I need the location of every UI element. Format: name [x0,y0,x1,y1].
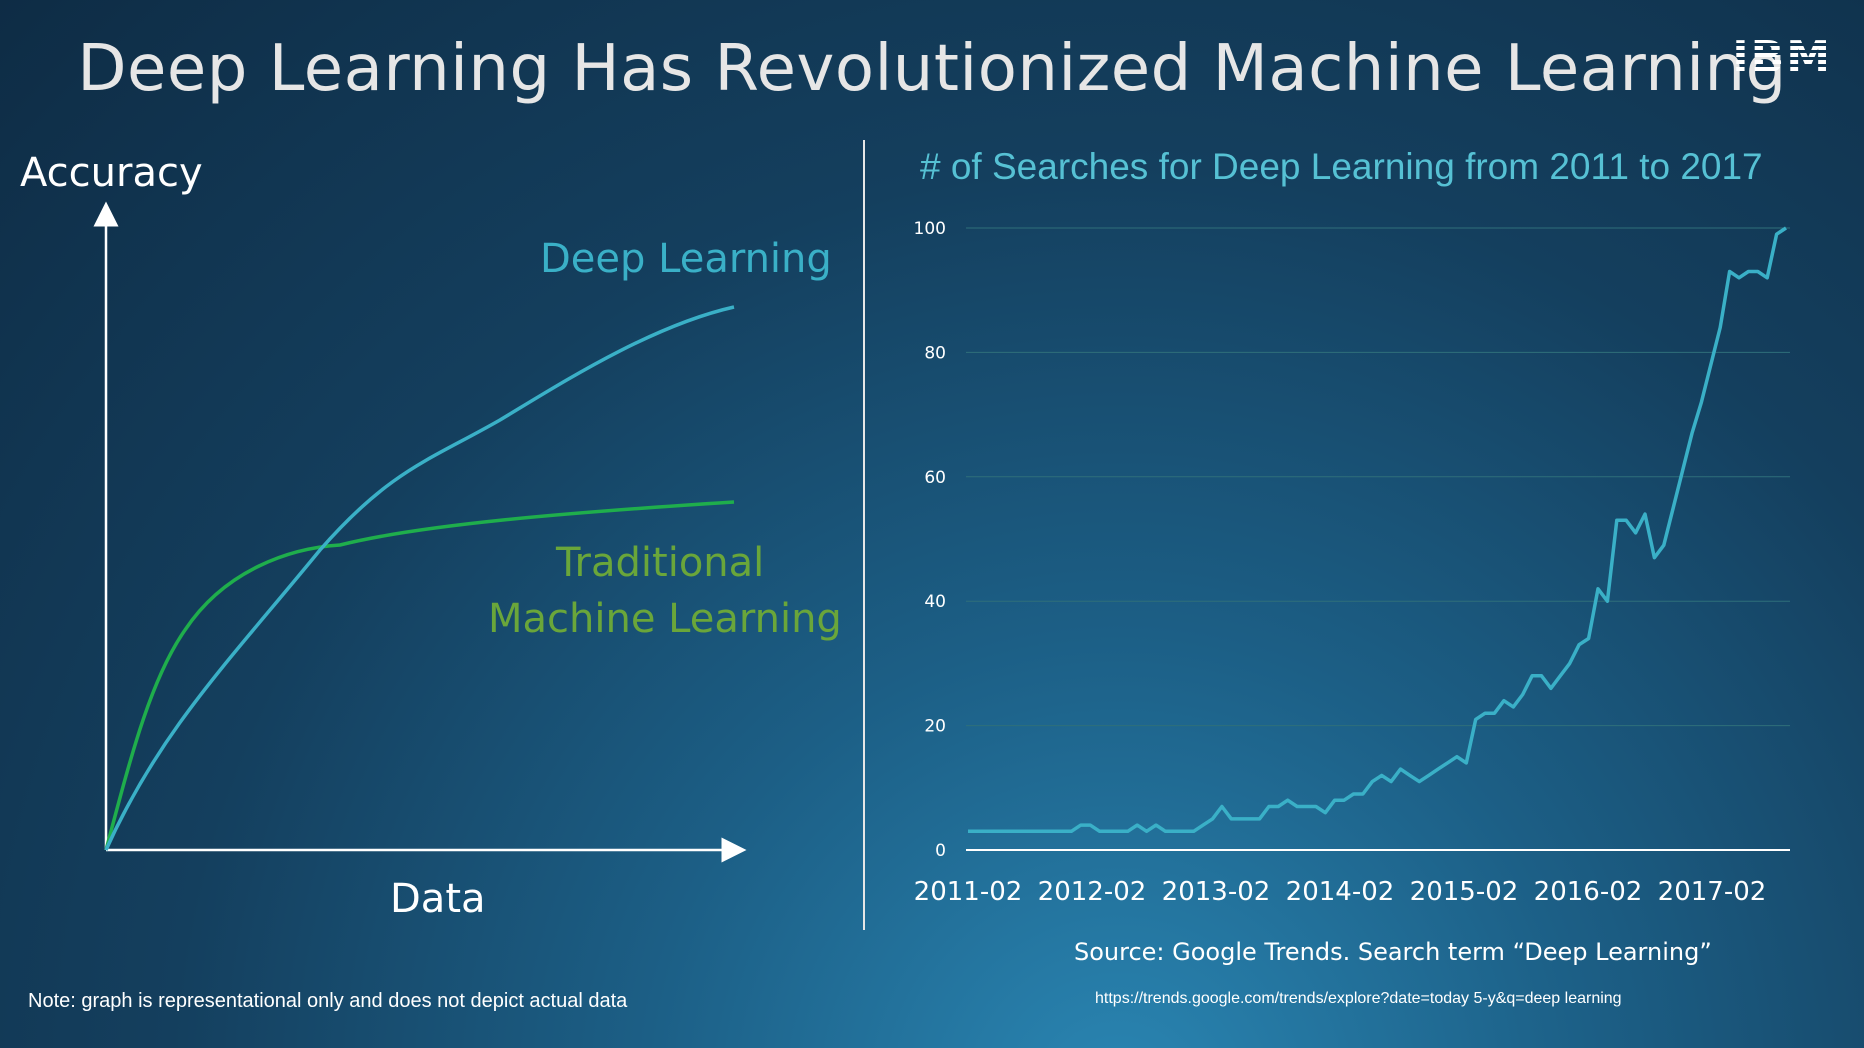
y-tick-label: 100 [914,219,946,239]
search-interest-line [968,226,1787,834]
slide-title: Deep Learning Has Revolutionized Machine… [77,32,1787,106]
x-tick-label: 2016-02 [1534,877,1643,907]
y-tick-label: 20 [924,717,946,737]
y-tick-label: 80 [924,343,946,363]
y-tick-label: 40 [924,592,946,612]
disclaimer-note: Note: graph is representational only and… [28,990,628,1012]
trends-chart-title: # of Searches for Deep Learning from 201… [920,146,1763,187]
ibm-logo: IBM [1732,32,1832,83]
traditional-ml-curve [104,500,735,851]
x-tick-label: 2011-02 [914,877,1023,907]
data-axis-label: Data [390,876,486,922]
traditional-ml-label-line2: Machine Learning [488,596,842,642]
x-tick-label: 2012-02 [1038,877,1147,907]
left-chart [93,201,747,863]
source-caption: Source: Google Trends. Search term “Deep… [1074,938,1712,966]
x-tick-label: 2014-02 [1286,877,1395,907]
y-tick-label: 60 [924,468,946,488]
accuracy-axis-label: Accuracy [20,150,203,196]
x-tick-label: 2013-02 [1162,877,1271,907]
deep-learning-curve [104,305,735,851]
traditional-ml-label-line1: Traditional [556,540,765,586]
source-url: https://trends.google.com/trends/explore… [1095,990,1622,1007]
x-tick-label: 2015-02 [1410,877,1519,907]
y-tick-label: 0 [935,841,946,861]
x-tick-label: 2017-02 [1658,877,1767,907]
deep-learning-label: Deep Learning [540,236,832,282]
trends-chart: 0 20 40 60 80 100 2011-02 2012-02 2013-02 2014-02… [914,219,1790,907]
panel-divider [863,140,865,930]
